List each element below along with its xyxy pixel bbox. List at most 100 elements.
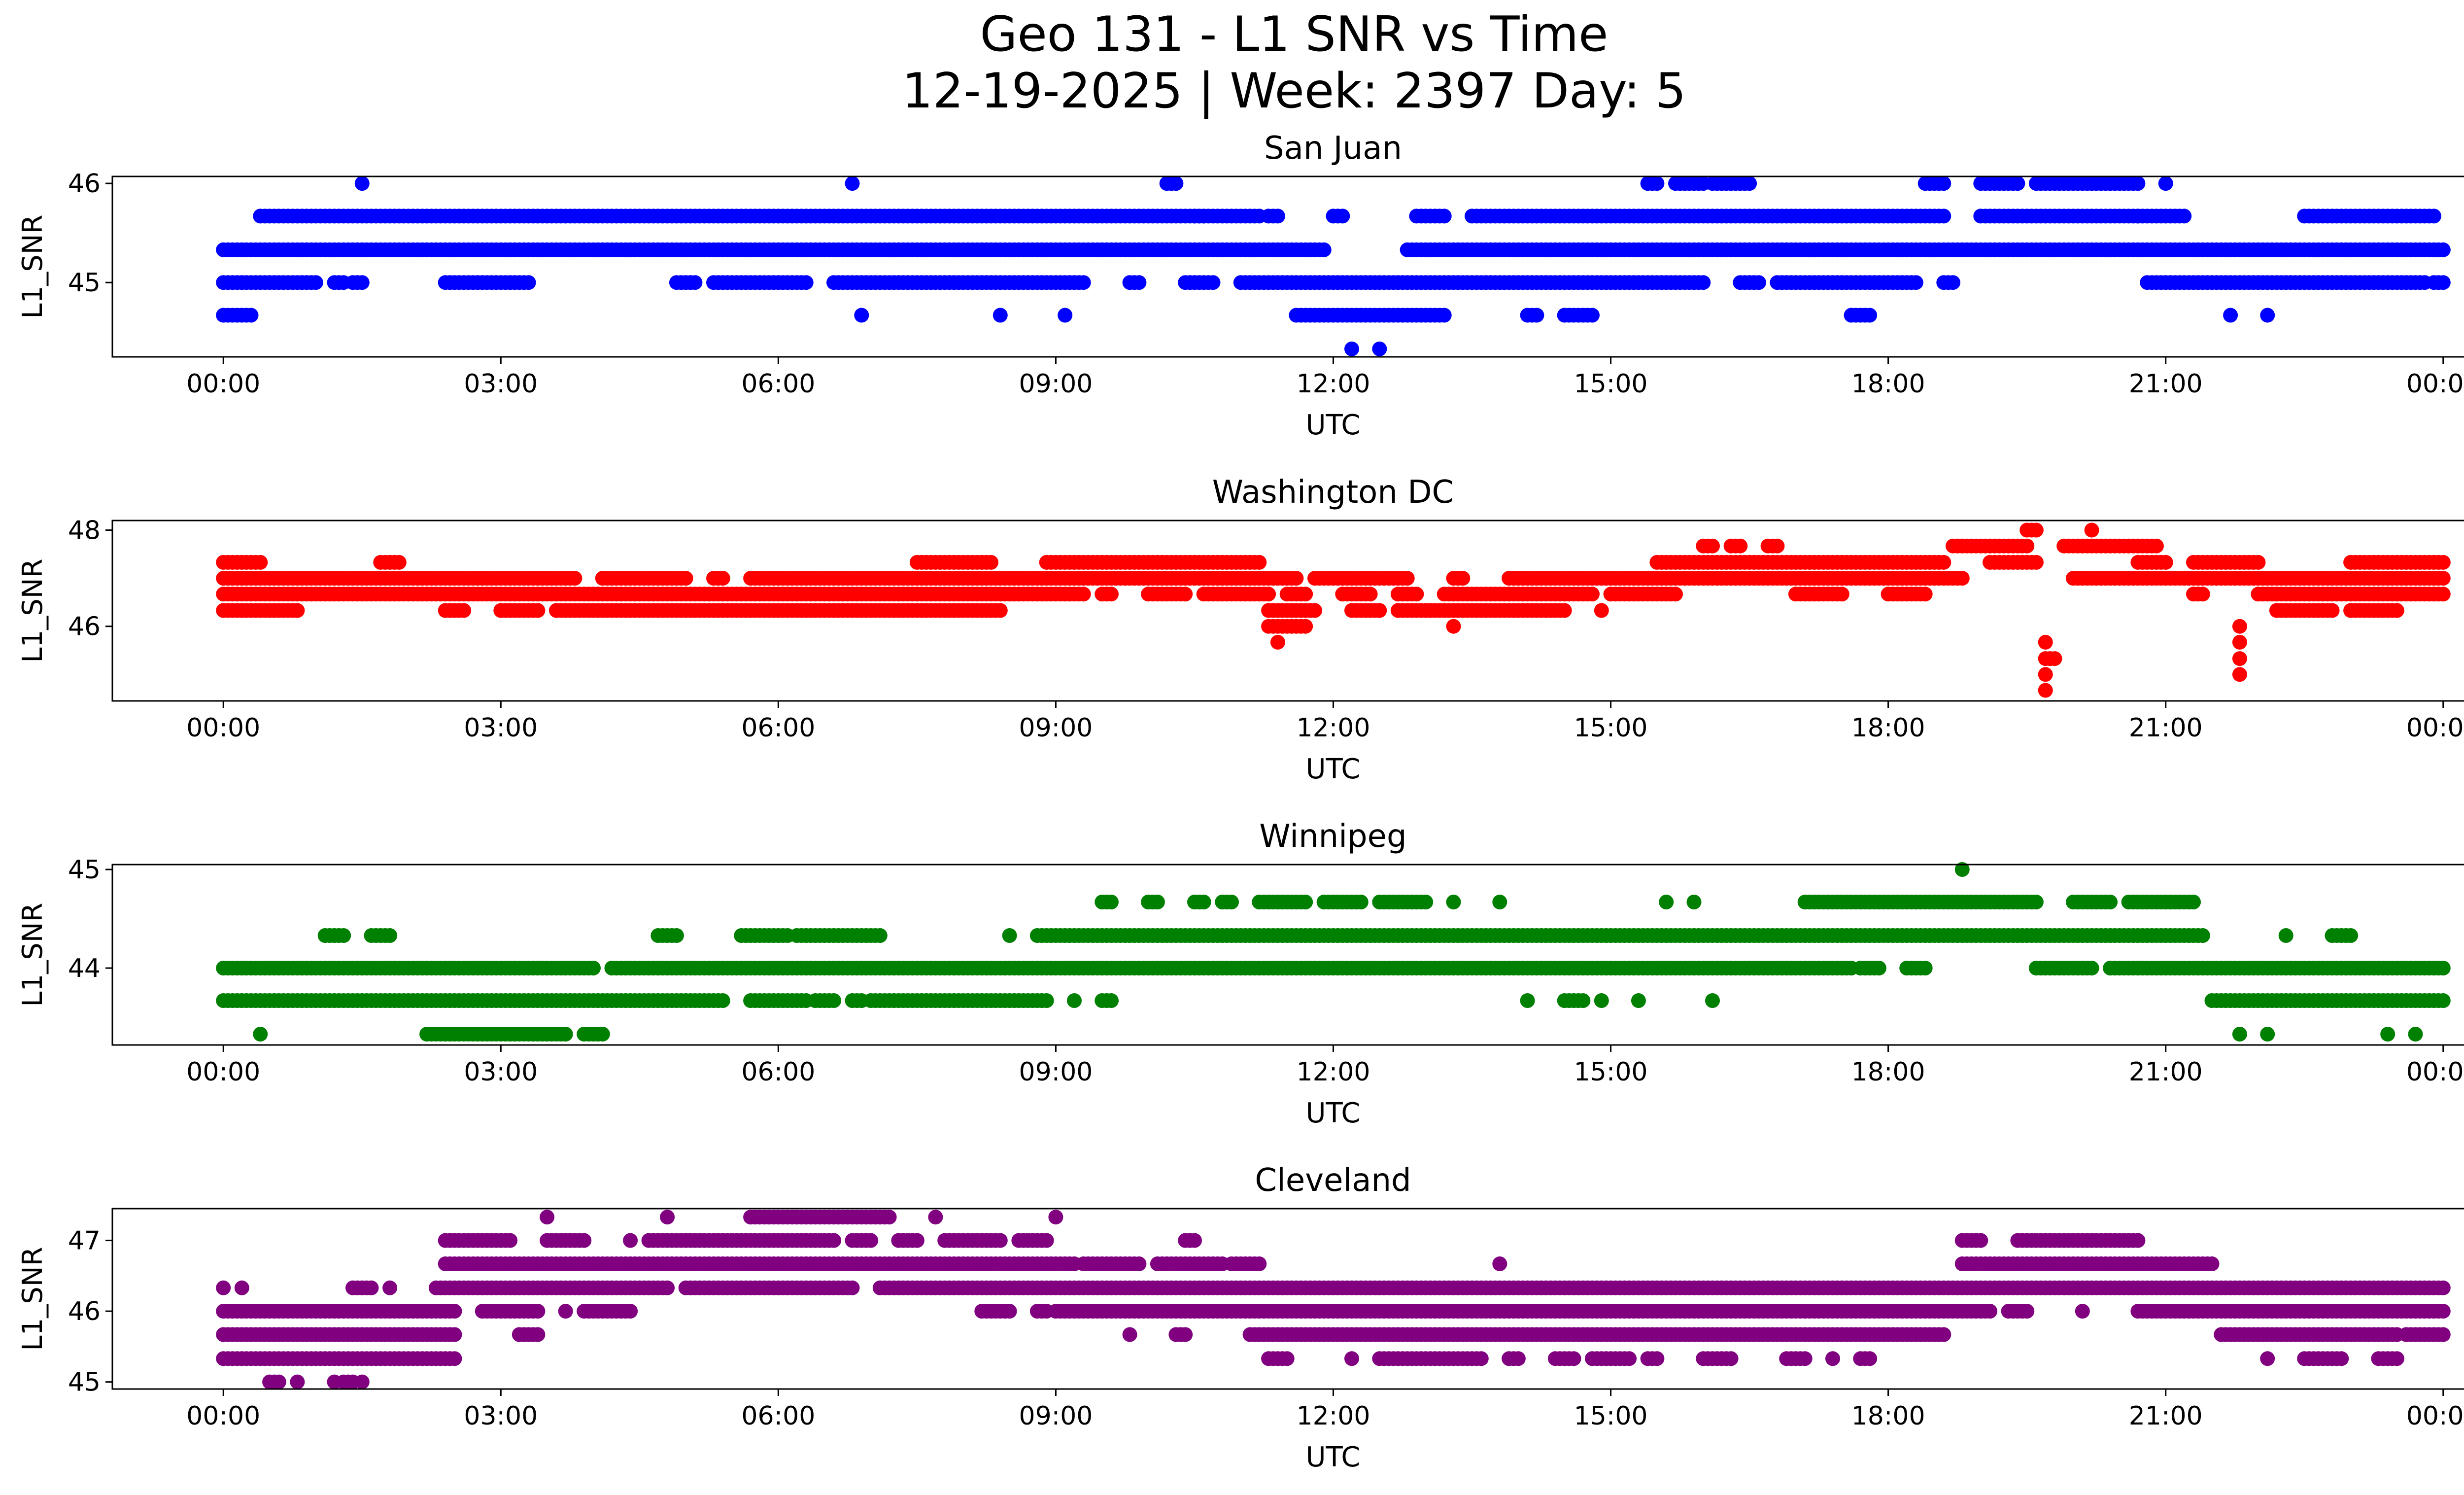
snr-point (391, 555, 407, 570)
snr-point (1224, 895, 1239, 909)
snr-point (1585, 587, 1600, 602)
panel-title: Winnipeg (1259, 818, 1406, 855)
snr-point (2380, 1027, 2396, 1042)
snr-point (1178, 587, 1193, 602)
snr-point (447, 1304, 462, 1319)
data-points (216, 522, 2451, 698)
data-points (216, 1210, 2451, 1390)
snr-point (1520, 993, 1535, 1008)
snr-point (1298, 895, 1313, 909)
snr-point (2028, 895, 2044, 909)
snr-point (2038, 634, 2053, 650)
snr-point (364, 1280, 379, 1295)
snr-point (2195, 928, 2210, 943)
snr-point (1205, 275, 1221, 290)
snr-point (1372, 341, 1387, 356)
snr-point (2278, 928, 2293, 943)
snr-point (1289, 571, 1304, 586)
y-tick-label: 48 (68, 516, 101, 546)
snr-point (669, 928, 684, 943)
snr-point (1649, 176, 1665, 191)
snr-point (530, 603, 546, 618)
y-tick-label: 46 (68, 612, 101, 642)
snr-point (1936, 209, 1951, 224)
snr-point (1733, 538, 1748, 554)
snr-point (1261, 587, 1276, 602)
figure-title-line2: 12-19-2025 | Week: 2397 Day: 5 (902, 63, 1686, 119)
snr-point (2427, 209, 2441, 224)
snr-point (1446, 895, 1461, 909)
panel-winnipeg: Winnipeg 00:00 03:00 06:00 09:00 12:00 15:00 1… (17, 818, 2464, 1129)
snr-point (1252, 1256, 1267, 1271)
snr-point (530, 1304, 546, 1319)
snr-point (1594, 993, 1609, 1008)
snr-point (2204, 1256, 2220, 1271)
x-tick-label: 15:00 (1574, 369, 1648, 399)
x-tick-label: 00:00 (2406, 1057, 2464, 1087)
snr-point (2223, 308, 2238, 323)
x-tick-label: 06:00 (741, 713, 815, 743)
x-tick-label: 18:00 (1851, 369, 1925, 399)
snr-point (2435, 555, 2451, 570)
x-tick-label: 00:00 (2406, 713, 2464, 743)
snr-point (2325, 603, 2340, 618)
snr-point (253, 555, 268, 570)
x-tick-label: 00:00 (2406, 369, 2464, 399)
snr-point (1002, 928, 1017, 943)
snr-point (1705, 538, 1720, 554)
snr-point (1150, 895, 1165, 909)
snr-point (984, 555, 998, 570)
snr-point (1104, 993, 1119, 1008)
x-tick-label: 03:00 (464, 369, 538, 399)
y-axis-label: L1_SNR (17, 903, 49, 1007)
snr-point (308, 275, 323, 290)
snr-point (2103, 895, 2118, 909)
snr-point (2028, 555, 2044, 570)
snr-point (1917, 587, 1933, 602)
snr-point (336, 928, 351, 943)
snr-point (1058, 308, 1073, 323)
snr-point (2435, 1280, 2451, 1295)
snr-point (1770, 538, 1785, 554)
snr-point (253, 1027, 268, 1042)
snr-point (2038, 683, 2053, 698)
x-tick-label: 09:00 (1019, 369, 1093, 399)
snr-point (382, 928, 398, 943)
snr-point (1067, 993, 1082, 1008)
x-tick-label: 12:00 (1297, 369, 1370, 399)
snr-point (1039, 1233, 1054, 1248)
snr-point (586, 961, 601, 975)
snr-point (354, 275, 370, 290)
x-tick-label: 15:00 (1574, 1057, 1648, 1087)
snr-point (2232, 651, 2247, 666)
snr-point (216, 1280, 231, 1295)
x-tick-label: 21:00 (2129, 713, 2203, 743)
snr-point (2435, 961, 2451, 975)
snr-point (503, 1233, 518, 1248)
snr-point (1104, 895, 1119, 909)
y-tick-label: 44 (68, 954, 101, 983)
snr-point (1668, 587, 1683, 602)
snr-point (1400, 571, 1415, 586)
snr-point (2389, 603, 2404, 618)
snr-point (1973, 1233, 1988, 1248)
snr-point (1270, 209, 1285, 224)
snr-point (2010, 176, 2025, 191)
y-axis-label: L1_SNR (17, 214, 49, 318)
snr-point (1455, 571, 1471, 586)
snr-point (2186, 895, 2201, 909)
snr-point (1917, 961, 1933, 975)
snr-point (540, 1210, 555, 1225)
snr-point (1751, 275, 1766, 290)
x-tick-label: 03:00 (464, 1057, 538, 1087)
snr-point (2130, 176, 2146, 191)
snr-point (623, 1304, 638, 1319)
snr-point (1252, 555, 1267, 570)
snr-point (1344, 341, 1359, 356)
x-tick-label: 15:00 (1574, 713, 1648, 743)
panel-title: Cleveland (1255, 1162, 1411, 1199)
snr-point (1983, 1304, 1998, 1319)
